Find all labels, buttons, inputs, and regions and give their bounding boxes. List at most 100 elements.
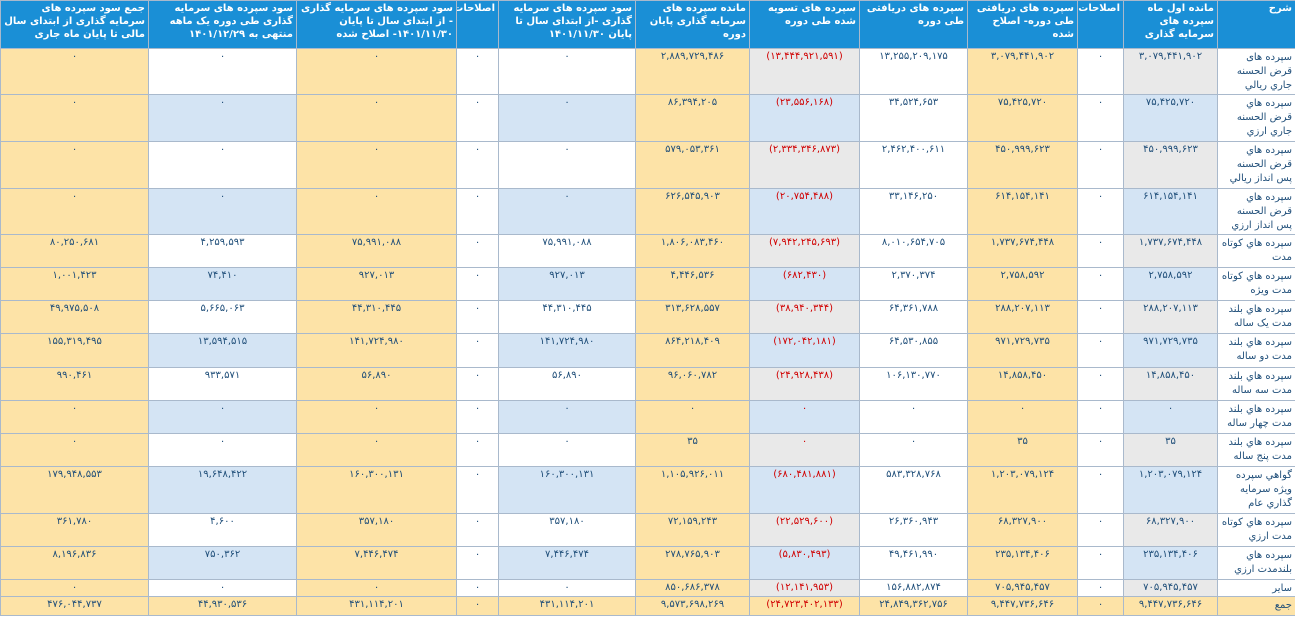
row-description: سپرده هاي بلندمدت ارزي: [1217, 546, 1295, 580]
table-cell: ۴۴,۳۱۰,۴۴۵: [296, 300, 457, 334]
table-cell: ۳۴,۵۲۴,۶۵۳: [859, 94, 968, 142]
table-cell: ۰: [148, 188, 297, 235]
table-cell: ۰: [1077, 141, 1124, 189]
table-cell: ۰: [1077, 48, 1124, 95]
table-cell: (۲۴,۹۲۸,۴۳۸): [749, 367, 860, 401]
table-cell: ۲۶,۳۶۰,۹۴۳: [859, 513, 968, 547]
table-cell: ۲,۴۶۲,۴۰۰,۶۱۱: [859, 141, 968, 189]
table-cell: ۴۹,۴۶۱,۹۹۰: [859, 546, 968, 580]
table-cell: ۰: [1123, 400, 1218, 434]
table-cell: ۲,۷۵۸,۵۹۲: [967, 267, 1078, 301]
header-cell: سپرده های دریافتی طی دوره- اصلاح شده: [967, 0, 1078, 49]
table-cell: ۰: [1077, 596, 1124, 616]
table-cell: ۰: [456, 466, 499, 514]
table-cell: ۰: [1077, 513, 1124, 547]
table-cell: ۰: [498, 433, 636, 467]
table-cell: ۰: [148, 48, 297, 95]
table-cell: ۰: [148, 94, 297, 142]
table-cell: ۵۸۳,۳۲۸,۷۶۸: [859, 466, 968, 514]
header-cell: شرح: [1217, 0, 1295, 49]
row-description: سپرده هاي کوتاه مدت: [1217, 234, 1295, 268]
table-cell: ۳۵: [1123, 433, 1218, 467]
table-cell: ۱۵۶,۸۸۲,۸۷۴: [859, 579, 968, 597]
header-cell: سپرده های تسویه شده طی دوره: [749, 0, 860, 49]
table-cell: ۰: [498, 94, 636, 142]
table-cell: ۰: [1077, 433, 1124, 467]
table-row: سپرده هاي بلند مدت چهار ساله ۰ ۰ ۰ ۰ ۰ ۰ ۰ ۰ ۰ ۰ ۰: [0, 400, 1295, 434]
table-cell: ۶۴,۵۳۰,۸۵۵: [859, 333, 968, 368]
table-cell: ۴۳۱,۱۱۴,۲۰۱: [296, 596, 457, 616]
table-cell: ۰: [0, 579, 149, 597]
table-cell: ۹,۵۷۳,۶۹۸,۲۶۹: [635, 596, 750, 616]
table-cell: ۵,۶۶۵,۰۶۳: [148, 300, 297, 334]
table-cell: ۴۵۰,۹۹۹,۶۲۳: [1123, 141, 1218, 189]
table-cell: ۱,۰۰۱,۴۲۳: [0, 267, 149, 301]
table-cell: ۱۳,۵۹۴,۵۱۵: [148, 333, 297, 368]
table-cell: ۰: [749, 400, 860, 434]
table-cell: ۰: [498, 579, 636, 597]
table-row: گواهي سپرده ويژه سرمايه گذاري عام ۱,۲۰۳,۰…: [0, 466, 1295, 514]
table-cell: ۷۵,۹۹۱,۰۸۸: [296, 234, 457, 268]
table-cell: ۰: [967, 400, 1078, 434]
table-cell: ۲۷۸,۷۶۵,۹۰۳: [635, 546, 750, 580]
table-row: ساير ۷۰۵,۹۴۵,۴۵۷ ۰ ۷۰۵,۹۴۵,۴۵۷ ۱۵۶,۸۸۲,۸۷۴ (۱…: [0, 579, 1295, 597]
table-cell: ۰: [296, 48, 457, 95]
header-cell: مانده سپرده های سرمایه گذاری پایان دوره: [635, 0, 750, 49]
table-cell: ۲,۸۸۹,۷۲۹,۴۸۶: [635, 48, 750, 95]
table-cell: ۰: [456, 513, 499, 547]
table-cell: ۳۱۳,۶۲۸,۵۵۷: [635, 300, 750, 334]
header-cell: سود سپرده های سرمایه گذاری - از ابتدای س…: [296, 0, 457, 49]
table-cell: ۲۴,۸۴۹,۳۶۲,۷۵۶: [859, 596, 968, 616]
table-cell: ۴,۶۰۰: [148, 513, 297, 547]
table-cell: ۰: [296, 94, 457, 142]
table-cell: ۳,۰۷۹,۴۴۱,۹۰۲: [1123, 48, 1218, 95]
table-row: سپرده هاي کوتاه مدت ۱,۷۳۷,۶۷۴,۴۴۸ ۰ ۱,۷۳۷,۶…: [0, 234, 1295, 268]
table-cell: ۹۲۷,۰۱۳: [498, 267, 636, 301]
table-cell: ۵۶,۸۹۰: [498, 367, 636, 401]
table-cell: ۵۷۹,۰۵۳,۳۶۱: [635, 141, 750, 189]
header-row: شرح مانده اول ماه سپرده های سرمایه گذاری…: [0, 0, 1295, 49]
table-cell: (۲۳,۵۵۶,۱۶۸): [749, 94, 860, 142]
table-cell: ۰: [498, 141, 636, 189]
table-cell: (۳۸,۹۴۰,۳۴۴): [749, 300, 860, 334]
table-cell: ۷۰۵,۹۴۵,۴۵۷: [967, 579, 1078, 597]
row-description: سپرده هاي کوتاه مدت ارزي: [1217, 513, 1295, 547]
table-row: سپرده هاي قرض الحسنه پس انداز ريالي ۴۵۰,۹…: [0, 141, 1295, 189]
table-cell: ۰: [0, 433, 149, 467]
header-cell: سپرده های دریافتی طی دوره: [859, 0, 968, 49]
header-cell: اصلاحات: [456, 0, 499, 49]
table-cell: (۲۴,۷۲۳,۴۰۲,۱۳۳): [749, 596, 860, 616]
total-label: جمع: [1217, 596, 1295, 616]
table-cell: ۰: [1077, 400, 1124, 434]
table-cell: ۰: [1077, 188, 1124, 235]
table-cell: ۷,۴۴۶,۴۷۴: [296, 546, 457, 580]
table-cell: ۴۹,۹۷۵,۵۰۸: [0, 300, 149, 334]
table-cell: ۱۴,۸۵۸,۴۵۰: [1123, 367, 1218, 401]
table-cell: ۹,۴۴۷,۷۳۶,۶۴۶: [1123, 596, 1218, 616]
table-cell: (۲۲,۵۲۹,۶۰۰): [749, 513, 860, 547]
table-cell: ۰: [456, 333, 499, 368]
table-cell: ۰: [1077, 579, 1124, 597]
table-cell: ۱۶۰,۳۰۰,۱۳۱: [296, 466, 457, 514]
table-cell: ۸,۱۹۶,۸۳۶: [0, 546, 149, 580]
table-cell: ۰: [148, 141, 297, 189]
table-cell: (۷,۹۴۲,۲۴۵,۶۹۳): [749, 234, 860, 268]
table-cell: ۳۶۱,۷۸۰: [0, 513, 149, 547]
table-cell: ۷,۴۴۶,۴۷۴: [498, 546, 636, 580]
table-cell: ۲۳۵,۱۳۴,۴۰۶: [1123, 546, 1218, 580]
table-cell: ۷۰۵,۹۴۵,۴۵۷: [1123, 579, 1218, 597]
table-cell: ۰: [859, 400, 968, 434]
table-cell: ۴۷۶,۰۴۴,۷۳۷: [0, 596, 149, 616]
table-cell: ۰: [498, 188, 636, 235]
table-cell: ۰: [0, 94, 149, 142]
header-cell: سود سپرده های سرمایه گذاری -از ابتدای سا…: [498, 0, 636, 49]
table-cell: ۹۶,۰۶۰,۷۸۲: [635, 367, 750, 401]
row-description: سپرده هاي بلند مدت دو ساله: [1217, 333, 1295, 368]
table-cell: ۰: [1077, 267, 1124, 301]
table-cell: ۰: [296, 400, 457, 434]
table-cell: ۴۴,۳۱۰,۴۴۵: [498, 300, 636, 334]
table-row: سپرده هاي قرض الحسنه جاري ارزي ۷۵,۴۲۵,۷۲۰…: [0, 94, 1295, 142]
table-cell: ۲۳۵,۱۳۴,۴۰۶: [967, 546, 1078, 580]
table-cell: ۲۸۸,۲۰۷,۱۱۳: [967, 300, 1078, 334]
table-cell: ۰: [1077, 466, 1124, 514]
